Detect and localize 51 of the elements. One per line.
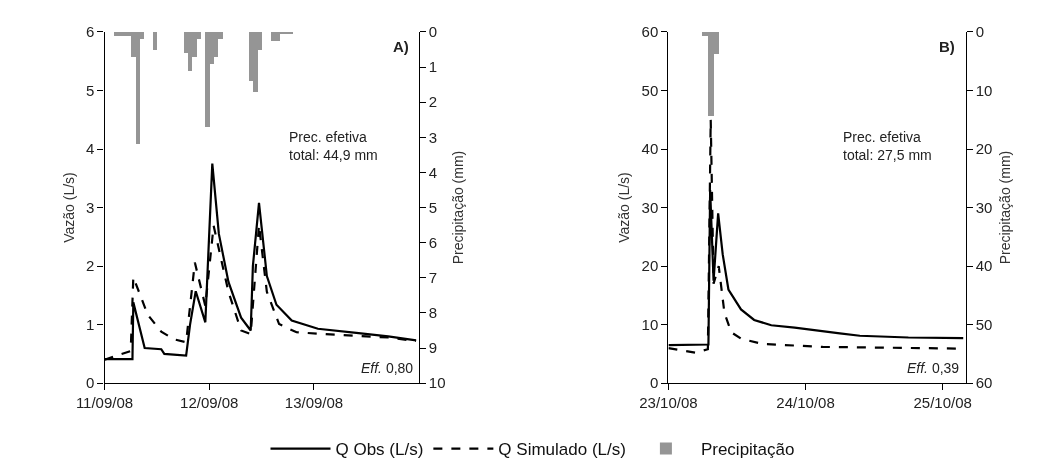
legend-label: Q Simulado (L/s) <box>498 440 626 460</box>
x-tick-label: 23/10/08 <box>639 394 698 412</box>
y2-tick-label: 3 <box>428 128 438 146</box>
y2-tick-label: 0 <box>428 23 438 41</box>
y2-axis-title: Precipitação (mm) <box>449 150 466 265</box>
y-axis-title: Vazão (L/s) <box>60 172 77 243</box>
legend-label: Q Obs (L/s) <box>335 440 424 460</box>
y-tick-label: 40 <box>641 140 659 158</box>
y2-tick-label: 20 <box>975 140 993 158</box>
y-tick-label: 3 <box>86 198 95 216</box>
y-tick-label: 30 <box>641 198 659 216</box>
y-tick-label: 6 <box>86 23 95 41</box>
y-tick-label: 5 <box>86 81 95 99</box>
y2-tick-label: 8 <box>428 304 438 322</box>
y2-tick-label: 9 <box>428 339 438 357</box>
y2-tick-label: 10 <box>975 81 993 99</box>
y2-axis-title: Precipitação (mm) <box>996 150 1013 265</box>
y-axis-title: Vazão (L/s) <box>616 172 633 243</box>
annotation: B) <box>939 38 955 55</box>
y2-tick-label: 5 <box>428 198 438 216</box>
y-tick-label: 0 <box>86 374 95 392</box>
y-tick-label: 1 <box>86 315 95 333</box>
annotation: Eff. 0,80 <box>361 360 414 376</box>
y2-tick-label: 0 <box>975 23 984 41</box>
y-tick-label: 4 <box>86 140 95 158</box>
y-tick-label: 20 <box>641 257 659 275</box>
annotation: Prec. efetiva total: 27,5 mm <box>843 129 932 164</box>
legend-label: Precipitação <box>700 440 795 460</box>
y2-tick-label: 50 <box>975 315 993 333</box>
y2-tick-label: 10 <box>428 374 446 392</box>
annotation: A) <box>393 38 409 55</box>
y2-tick-label: 6 <box>428 233 438 251</box>
y2-tick-label: 30 <box>975 198 993 216</box>
x-tick-label: 12/09/08 <box>180 394 239 412</box>
annotation: Eff. 0,39 <box>907 360 960 376</box>
y2-tick-label: 60 <box>975 374 993 392</box>
y2-tick-label: 40 <box>975 257 993 275</box>
x-tick-label: 25/10/08 <box>913 394 972 412</box>
annotation: Prec. efetiva total: 44,9 mm <box>289 129 378 164</box>
y-tick-label: 50 <box>641 81 659 99</box>
y2-tick-label: 4 <box>428 163 438 181</box>
x-tick-label: 11/09/08 <box>75 394 134 412</box>
y2-tick-label: 7 <box>428 269 438 287</box>
y-tick-label: 60 <box>641 23 659 41</box>
y-tick-label: 0 <box>649 374 659 392</box>
y2-tick-label: 2 <box>428 93 438 111</box>
x-tick-label: 24/10/08 <box>776 394 835 412</box>
x-tick-label: 13/09/08 <box>284 394 344 412</box>
y-tick-label: 10 <box>641 315 659 333</box>
y2-tick-label: 1 <box>428 58 438 76</box>
y-tick-label: 2 <box>86 257 95 275</box>
